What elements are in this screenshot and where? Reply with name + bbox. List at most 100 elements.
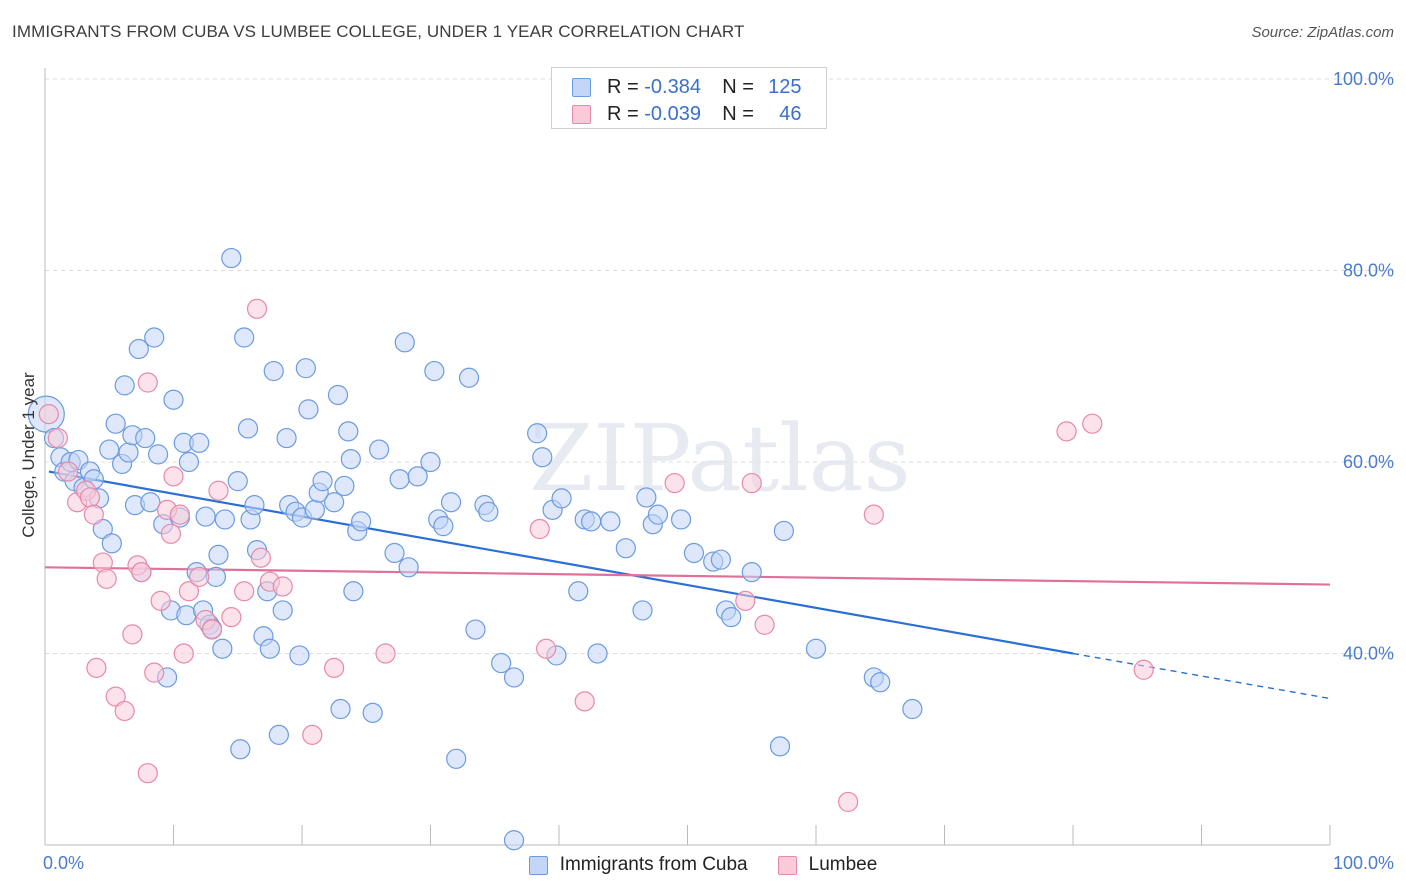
point-cuba [178, 451, 200, 473]
legend-swatch-lumbee [572, 104, 591, 124]
point-cuba [581, 511, 602, 532]
point-lumbee [122, 624, 143, 645]
legend-row-cuba: R = -0.384 N = 125 [572, 74, 802, 100]
y-tick-label: 40.0% [1343, 644, 1394, 664]
point-cuba [420, 451, 441, 473]
point-lumbee [58, 461, 79, 482]
point-cuba [334, 475, 355, 497]
series-legend-item-lumbee[interactable]: Lumbee [777, 854, 878, 876]
point-cuba [440, 492, 462, 513]
point-cuba [773, 520, 794, 542]
trendline-cuba-extrapolated [1072, 652, 1331, 700]
legend-n-value: 46 [779, 102, 802, 125]
point-cuba [189, 432, 210, 453]
x-tick-label-min: 0.0% [43, 853, 84, 873]
point-cuba [568, 581, 589, 602]
point-cuba [384, 542, 405, 564]
point-lumbee [234, 581, 255, 602]
point-cuba [446, 748, 467, 769]
point-cuba [304, 499, 325, 520]
point-cuba [551, 488, 572, 509]
point-cuba [244, 494, 265, 516]
point-lumbee [137, 763, 158, 784]
series-swatch-cuba [528, 855, 548, 875]
point-cuba [433, 516, 454, 537]
point-cuba [670, 509, 692, 530]
point-cuba [221, 247, 242, 269]
trendline-cuba [48, 470, 1074, 655]
y-axis-label: College, Under 1 year [19, 372, 38, 538]
point-cuba [407, 466, 428, 487]
x-ticks [173, 825, 1331, 845]
point-cuba [135, 427, 156, 449]
point-lumbee [1082, 413, 1103, 434]
point-lumbee [189, 566, 210, 588]
point-cuba [101, 533, 122, 554]
y-tick-label: 100.0% [1333, 69, 1394, 89]
legend-r-value: -0.384 [644, 75, 701, 98]
point-cuba [208, 544, 229, 565]
point-lumbee [137, 372, 158, 393]
point-cuba [105, 413, 126, 434]
point-cuba [532, 447, 553, 468]
source-label: Source: ZipAtlas.com [1251, 24, 1394, 41]
y-tick-label: 80.0% [1343, 261, 1394, 281]
point-lumbee [536, 638, 557, 659]
point-cuba [600, 511, 621, 532]
point-cuba [362, 702, 383, 723]
point-lumbee [302, 724, 323, 745]
point-lumbee [574, 691, 595, 712]
point-lumbee [221, 607, 242, 628]
point-lumbee [272, 576, 293, 597]
point-cuba [478, 501, 499, 522]
series-legend-label: Lumbee [808, 854, 878, 875]
point-lumbee [250, 547, 271, 568]
point-cuba [710, 549, 732, 570]
x-tick-label-max: 100.0% [1333, 853, 1394, 873]
point-lumbee [201, 619, 223, 640]
point-cuba [721, 607, 742, 628]
point-lumbee [863, 504, 884, 525]
point-cuba [324, 492, 345, 513]
point-cuba [587, 643, 608, 664]
point-cuba [615, 538, 636, 559]
point-cuba [99, 439, 120, 460]
point-cuba [176, 605, 197, 626]
point-lumbee [150, 590, 171, 611]
series-legend-label: Immigrants from Cuba [559, 854, 748, 875]
point-cuba [276, 427, 297, 449]
point-cuba [147, 444, 169, 465]
trendline-lumbee [44, 566, 1331, 586]
point-lumbee [114, 700, 135, 722]
point-lumbee [1056, 421, 1077, 442]
data-points [27, 247, 1154, 851]
point-cuba [491, 652, 512, 674]
point-cuba [128, 338, 149, 360]
point-cuba [212, 638, 233, 659]
point-lumbee [838, 791, 859, 813]
point-cuba [338, 421, 359, 442]
point-cuba [394, 332, 415, 353]
point-cuba [295, 358, 316, 379]
point-lumbee [246, 298, 268, 319]
point-cuba [237, 418, 259, 439]
series-swatch-lumbee [777, 855, 797, 875]
point-cuba [343, 581, 364, 602]
point-cuba [298, 399, 319, 420]
point-cuba [369, 439, 390, 460]
point-cuba [114, 375, 135, 396]
point-cuba [214, 509, 235, 530]
point-lumbee [664, 472, 685, 494]
legend-n-label: N = [722, 102, 754, 125]
point-lumbee [208, 480, 229, 501]
point-cuba [870, 672, 891, 693]
series-legend-item-cuba[interactable]: Immigrants from Cuba [528, 854, 748, 876]
point-cuba [163, 389, 184, 410]
point-cuba [769, 736, 791, 757]
point-cuba [330, 698, 351, 720]
point-lumbee [169, 504, 191, 525]
point-cuba [398, 557, 419, 578]
point-cuba [263, 360, 284, 382]
watermark: ZIPatlas [529, 405, 910, 512]
